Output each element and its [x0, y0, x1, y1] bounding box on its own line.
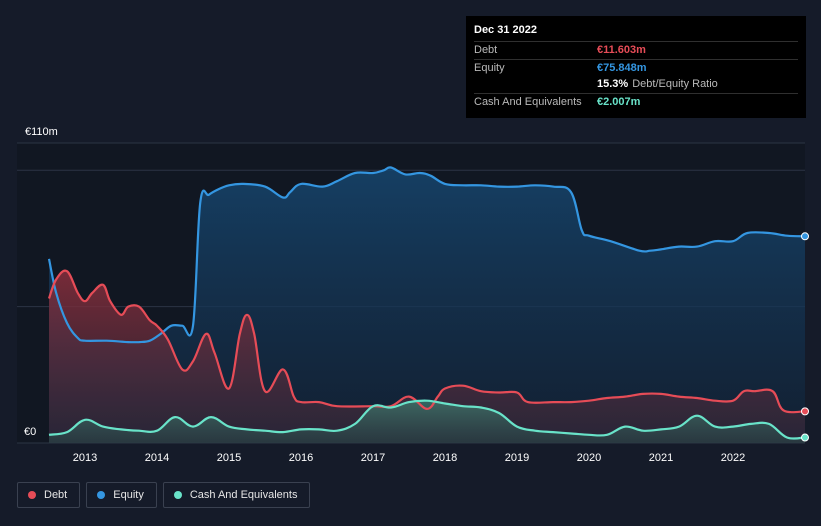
- tooltip-ratio-value: 15.3%: [597, 78, 629, 91]
- x-axis-ticks: 2013 2014 2015 2016 2017 2018 2019 2020 2021 2022: [73, 452, 745, 464]
- x-tick-label: 2020: [577, 452, 601, 464]
- x-tick-label: 2013: [73, 452, 97, 464]
- x-tick-label: 2014: [145, 452, 169, 464]
- tooltip-debt-row: Debt €11.603m: [474, 41, 798, 59]
- tooltip-equity-label: Equity: [474, 61, 505, 74]
- tooltip-date: Dec 31 2022: [474, 24, 537, 36]
- tooltip-equity-row: Equity €75.848m: [474, 58, 798, 77]
- equity-line: [47, 166, 806, 344]
- tooltip-ratio-label: Debt/Equity Ratio: [632, 78, 718, 91]
- legend-cash-label: Cash And Equivalents: [189, 489, 298, 501]
- legend-equity-button[interactable]: Equity: [86, 482, 157, 508]
- y-axis-bottom-label: €0: [24, 426, 36, 438]
- debt-end-marker: [801, 407, 809, 416]
- legend-cash-dot-icon: [173, 491, 182, 499]
- series-lines: [47, 166, 806, 440]
- debt-line: [47, 269, 806, 414]
- series-end-markers: [801, 232, 809, 442]
- tooltip-cash-value: €2.007m: [597, 95, 641, 108]
- data-tooltip: Dec 31 2022 Debt €11.603m Equity €75.848…: [466, 16, 806, 118]
- x-tick-label: 2022: [721, 452, 745, 464]
- legend-equity-label: Equity: [113, 489, 144, 501]
- legend-equity-dot-icon: [97, 491, 106, 499]
- debt-area: [49, 270, 805, 443]
- legend-debt-dot-icon: [28, 491, 36, 499]
- tooltip-debt-value: €11.603m: [597, 44, 646, 57]
- x-tick-label: 2017: [361, 452, 385, 464]
- x-tick-label: 2019: [505, 452, 529, 464]
- cash-line: [48, 399, 806, 440]
- x-tick-label: 2018: [433, 452, 457, 464]
- legend-cash-button[interactable]: Cash And Equivalents: [162, 482, 311, 508]
- tooltip-cash-label: Cash And Equivalents: [474, 95, 582, 108]
- cash-area: [49, 400, 805, 443]
- tooltip-cash-row: Cash And Equivalents €2.007m: [474, 92, 798, 111]
- y-axis-top-label: €110m: [25, 126, 58, 138]
- equity-end-marker: [801, 232, 809, 241]
- legend-debt-button[interactable]: Debt: [17, 482, 81, 508]
- x-tick-label: 2021: [649, 452, 673, 464]
- tooltip-debt-label: Debt: [474, 44, 498, 57]
- x-tick-label: 2015: [217, 452, 241, 464]
- legend-debt-label: Debt: [44, 489, 68, 501]
- tooltip-ratio-row: 15.3% Debt/Equity Ratio: [474, 76, 798, 93]
- series-areas: [49, 167, 805, 443]
- tooltip-equity-value: €75.848m: [597, 61, 647, 74]
- cash-end-marker: [801, 433, 809, 442]
- x-tick-label: 2016: [289, 452, 313, 464]
- chart-legend: Debt Equity Cash And Equivalents: [17, 482, 311, 508]
